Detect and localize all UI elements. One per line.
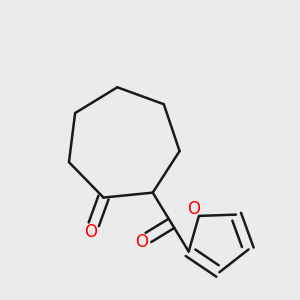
- Text: O: O: [187, 200, 200, 218]
- Text: O: O: [135, 233, 148, 251]
- Text: O: O: [84, 223, 98, 241]
